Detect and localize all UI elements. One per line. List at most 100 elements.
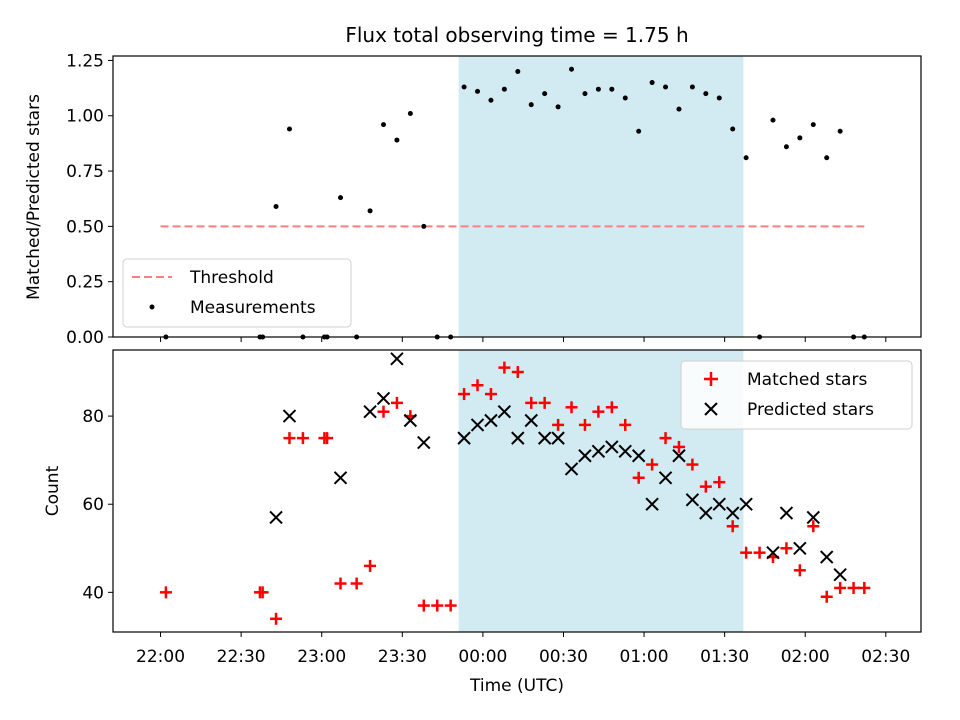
matched-star-point <box>484 388 497 401</box>
y-tick-label: 0.50 <box>66 217 104 237</box>
matched-star-point <box>578 418 591 431</box>
matched-star-point <box>498 361 511 374</box>
measurement-point <box>716 95 722 101</box>
matched-star-point <box>646 458 659 471</box>
matched-star-point <box>565 401 578 414</box>
predicted-star-point <box>578 449 592 463</box>
matched-star-point <box>686 458 699 471</box>
measurement-point <box>555 104 561 110</box>
measurement-point <box>515 68 521 74</box>
x-tick-label: 00:30 <box>539 647 588 667</box>
predicted-star-point <box>739 497 753 511</box>
bottom-legend: Matched stars Predicted stars <box>680 360 913 430</box>
measurement-point <box>338 195 344 201</box>
matched-star-point <box>672 440 685 453</box>
matched-star-point <box>525 396 538 409</box>
top-axes-frame <box>112 55 922 338</box>
predicted-star-point <box>779 506 794 520</box>
top-panel: 0.00 0.25 0.50 0.75 1.00 1.25 Matched/Predict… <box>24 51 922 348</box>
predicted-star-point <box>564 462 579 476</box>
predicted-star-point <box>806 510 820 525</box>
x-tick-label: 22:00 <box>136 647 185 667</box>
bottom-panel: 40 60 80 22:00 22:30 23:00 23:30 00:00 00:30 01:… <box>43 349 922 696</box>
bottom-y-axis-label: Count <box>43 465 63 516</box>
predicted-star-point <box>618 444 632 459</box>
x-tick-label: 23:30 <box>378 647 427 667</box>
y-tick-label: 0.75 <box>66 162 104 182</box>
measurement-point <box>837 128 843 134</box>
predicted-star-point <box>333 471 348 485</box>
x-tick-label: 01:00 <box>620 647 669 667</box>
measurement-point <box>676 106 682 112</box>
predicted-star-point <box>497 404 512 419</box>
legend-threshold-label: Threshold <box>189 268 274 288</box>
predicted-star-point <box>363 404 377 419</box>
matched-star-point <box>820 590 833 603</box>
measurement-point <box>407 111 413 117</box>
predicted-star-point <box>524 413 538 428</box>
matched-star-point <box>740 546 753 559</box>
measurement-point <box>663 84 669 90</box>
matched-star-point <box>334 577 347 590</box>
predicted-star-point <box>484 413 498 428</box>
matched-star-point <box>632 471 645 484</box>
predicted-star-point <box>820 550 834 564</box>
measurement-point <box>609 86 615 92</box>
bottom-x-ticks: 22:00 22:30 23:00 23:30 00:00 00:30 01:00 01:30… <box>136 632 910 667</box>
predicted-star-point <box>551 431 565 445</box>
matched-star-point <box>390 396 403 409</box>
predicted-star-point <box>793 541 807 555</box>
matched-star-point <box>699 480 712 493</box>
matched-star-point <box>364 559 377 572</box>
y-tick-label: 1.25 <box>66 51 104 71</box>
y-tick-label: 0.25 <box>66 273 104 293</box>
measurement-point <box>461 84 467 90</box>
x-tick-label: 01:30 <box>700 647 749 667</box>
measurement-point <box>810 122 816 128</box>
predicted-star-point <box>376 391 391 406</box>
top-x-ticks <box>160 337 887 342</box>
matched-points <box>159 361 871 625</box>
top-legend: Threshold Measurements <box>122 258 352 328</box>
matched-star-point <box>283 432 296 445</box>
predicted-star-point <box>631 449 646 463</box>
measurement-point <box>367 208 373 214</box>
predicted-star-point <box>685 493 700 507</box>
measurement-point <box>797 135 803 141</box>
matched-star-point <box>847 581 860 594</box>
y-tick-label: 80 <box>82 407 104 427</box>
measurement-point <box>542 91 548 97</box>
matched-star-point <box>296 432 309 445</box>
measurement-point <box>649 80 655 86</box>
x-axis-label: Time (UTC) <box>469 676 564 696</box>
predicted-star-point <box>766 545 780 560</box>
predicted-star-point <box>658 471 673 485</box>
bottom-legend-box <box>680 360 913 430</box>
predicted-star-point <box>712 497 726 511</box>
measurement-point <box>703 91 709 97</box>
predicted-star-point <box>605 440 619 454</box>
matched-star-point <box>858 581 871 594</box>
matched-star-point <box>753 546 766 559</box>
matched-star-point <box>807 520 820 533</box>
predicted-star-point <box>833 568 847 582</box>
measurement-point <box>380 122 386 128</box>
matched-star-point <box>444 599 457 612</box>
measurement-point <box>273 203 279 209</box>
y-tick-label: 60 <box>82 495 104 515</box>
measurement-point <box>783 144 789 150</box>
y-tick-label: 0.00 <box>66 328 104 348</box>
matched-star-point <box>713 476 726 489</box>
matched-star-point <box>471 379 484 392</box>
measurement-point <box>770 117 776 123</box>
matched-star-point <box>793 564 806 577</box>
legend-measurements-label: Measurements <box>190 298 316 318</box>
predicted-star-point <box>591 444 606 459</box>
x-tick-label: 00:00 <box>458 647 507 667</box>
bottom-y-ticks: 40 60 80 <box>82 407 113 603</box>
x-tick-label: 02:30 <box>861 647 910 667</box>
predicted-star-point <box>699 506 713 520</box>
predicted-star-point <box>672 449 686 463</box>
measurement-points <box>163 66 867 340</box>
